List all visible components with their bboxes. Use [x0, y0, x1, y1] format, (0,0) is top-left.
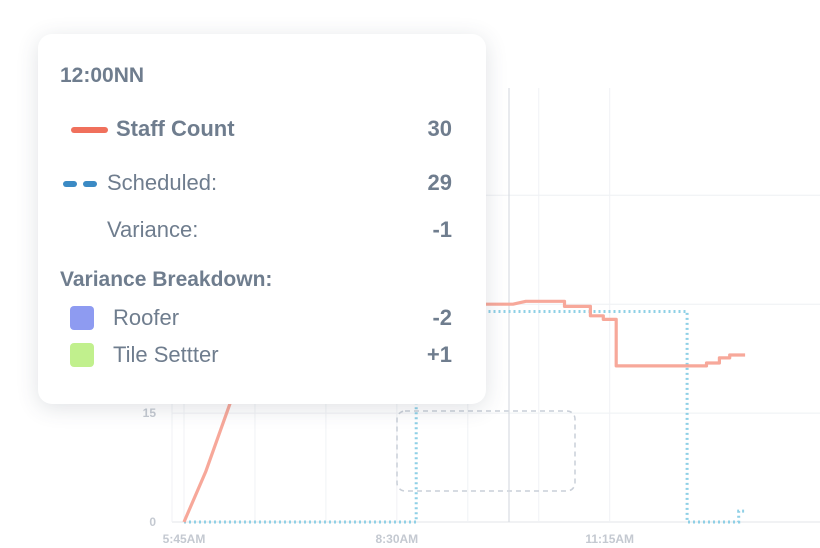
variance-label: Variance:	[107, 217, 199, 242]
breakdown-row-roofer: Roofer -2	[38, 304, 486, 332]
axis-ticks: 5:45AM 8:30AM 11:15AM 0 15	[143, 406, 634, 546]
roofer-swatch	[70, 306, 94, 330]
scheduled-label: Scheduled:	[107, 170, 218, 195]
y-tick-label: 0	[149, 515, 156, 529]
x-tick-label: 11:15AM	[585, 532, 634, 546]
tile-setter-swatch	[70, 343, 94, 367]
tooltip-time: 12:00NN	[60, 64, 145, 87]
scheduled-swatch	[63, 181, 97, 187]
staff-count-value: 30	[427, 116, 452, 141]
scheduled-value: 29	[427, 170, 452, 195]
staff-count-swatch	[71, 127, 108, 133]
y-tick-label: 15	[143, 406, 157, 420]
selection-box	[396, 410, 576, 492]
scheduled-row: Scheduled: 29	[38, 169, 486, 197]
tooltip: 12:00NN Staff Count 30 Scheduled: 29 Var…	[38, 34, 486, 404]
staff-count-row: Staff Count 30	[38, 115, 486, 143]
tile-setter-value: +1	[426, 342, 452, 367]
staff-count-label: Staff Count	[116, 116, 235, 141]
variance-row: Variance: -1	[38, 216, 486, 244]
x-tick-label: 5:45AM	[163, 532, 206, 546]
roofer-label: Roofer	[113, 305, 180, 330]
x-tick-label: 8:30AM	[376, 532, 419, 546]
variance-breakdown-title: Variance Breakdown:	[60, 268, 273, 291]
roofer-value: -2	[432, 305, 452, 330]
breakdown-row-tile-setter: Tile Settter +1	[38, 341, 486, 369]
variance-value: -1	[432, 217, 452, 242]
tile-setter-label: Tile Settter	[113, 342, 219, 367]
